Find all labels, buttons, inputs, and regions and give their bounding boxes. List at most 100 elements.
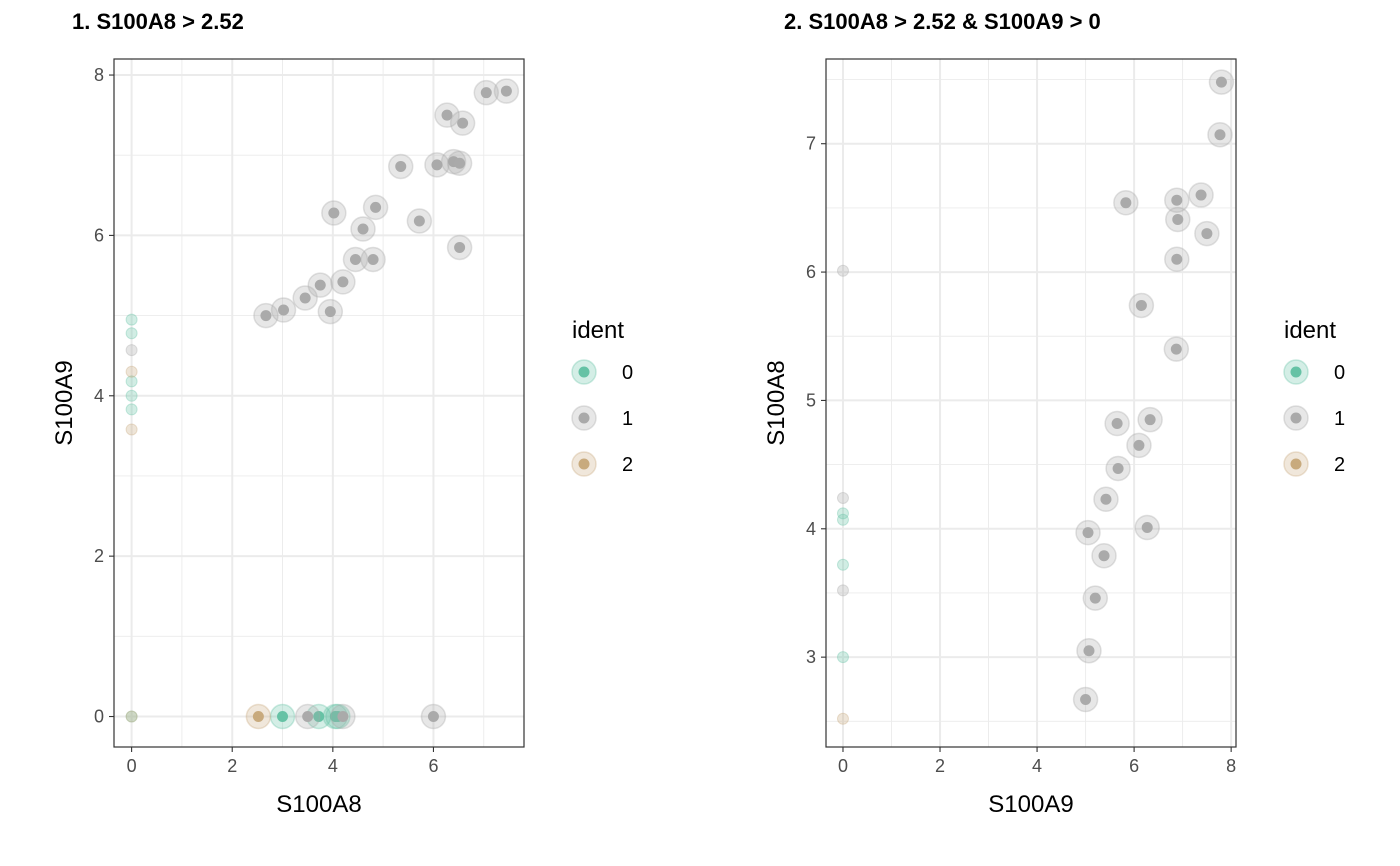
data-point-ident-0	[836, 651, 849, 664]
data-point-ident-1	[1208, 69, 1235, 95]
point-dot	[349, 253, 361, 265]
data-point-ident-1	[1072, 686, 1099, 713]
data-point-ident-2	[836, 712, 849, 725]
x-tick-label: 2	[935, 756, 945, 776]
legend-label: 1	[1334, 408, 1345, 430]
panel-2-legend-title: ident	[1284, 317, 1336, 344]
y-tick-label: 8	[94, 65, 104, 85]
panel-2-legend: ident 0 1 2	[1283, 317, 1345, 477]
panel-1-x-axis-title: S100A8	[276, 791, 361, 818]
point-dot	[125, 344, 138, 357]
panel-2-major-grid	[826, 59, 1236, 747]
point-dot	[370, 201, 382, 213]
data-point-ident-1	[360, 246, 386, 273]
point-dot	[125, 710, 138, 723]
data-point-ident-1	[125, 344, 138, 357]
data-point-ident-1	[836, 491, 849, 504]
legend-label: 0	[1334, 362, 1345, 384]
data-point-ident-0	[269, 703, 296, 730]
legend-key-dot	[1290, 412, 1302, 424]
y-tick-label: 0	[94, 707, 104, 727]
point-dot	[252, 711, 264, 723]
x-tick-label: 4	[1032, 756, 1042, 776]
y-tick-label: 6	[806, 262, 816, 282]
data-point-ident-1	[1082, 585, 1109, 611]
data-point-ident-1	[292, 285, 318, 311]
data-point-ident-1	[836, 584, 849, 597]
point-dot	[500, 85, 512, 97]
data-point-ident-1	[362, 194, 389, 221]
data-point-ident-1	[1207, 121, 1233, 148]
x-tick-label: 0	[127, 756, 137, 776]
x-tick-label: 6	[1129, 756, 1139, 776]
y-tick-label: 6	[94, 225, 104, 245]
point-dot	[1172, 213, 1184, 225]
data-point-ident-1	[1104, 410, 1130, 437]
data-point-ident-1	[449, 110, 476, 136]
data-point-ident-1	[1194, 220, 1220, 247]
y-tick-label: 5	[806, 390, 816, 410]
panel-2-x-ticks: 0 2 4 6 8	[838, 747, 1236, 776]
point-dot	[1195, 189, 1207, 201]
legend-label: 0	[622, 362, 633, 384]
data-point-ident-0	[125, 389, 138, 402]
point-dot	[836, 513, 849, 526]
legend-key-dot	[1290, 458, 1302, 470]
point-dot	[1112, 462, 1124, 474]
point-dot	[441, 109, 453, 121]
data-point-ident-1	[420, 703, 447, 730]
data-point-ident-1	[1093, 486, 1119, 513]
y-tick-label: 4	[94, 386, 104, 406]
panel-2-points	[836, 69, 1235, 725]
point-dot	[1170, 343, 1182, 355]
data-point-ident-1	[317, 298, 344, 325]
point-dot	[324, 306, 336, 318]
point-dot	[1171, 253, 1183, 265]
data-point-ident-1	[1165, 206, 1191, 233]
data-point-ident-1	[1164, 187, 1190, 213]
point-dot	[836, 507, 849, 520]
data-point-ident-0	[125, 375, 138, 388]
legend-label: 2	[1334, 454, 1345, 476]
legend-item-2: 2	[571, 451, 633, 477]
point-dot	[836, 264, 849, 277]
data-point-ident-1	[330, 269, 356, 295]
point-dot	[836, 584, 849, 597]
point-dot	[1111, 418, 1123, 430]
point-dot	[480, 87, 492, 99]
point-dot	[836, 491, 849, 504]
data-point-ident-1	[270, 297, 297, 323]
legend-key-dot	[1290, 366, 1302, 378]
point-dot	[299, 292, 311, 304]
data-point-ident-1	[330, 703, 356, 730]
legend-label: 2	[622, 454, 633, 476]
data-point-ident-1	[1126, 432, 1152, 459]
data-point-ident-1	[1163, 336, 1190, 362]
data-point-ident-1	[321, 200, 347, 226]
y-tick-label: 2	[94, 546, 104, 566]
legend-label: 1	[622, 408, 633, 430]
data-point-ident-1	[1164, 246, 1190, 272]
point-dot	[1080, 694, 1092, 706]
panel-2-title: 2. S100A8 > 2.52 & S100A9 > 0	[784, 9, 1101, 34]
panel-2-plot-background	[826, 59, 1236, 747]
data-point-ident-1	[446, 150, 473, 176]
legend-item-0: 0	[571, 359, 633, 385]
legend-item-1: 1	[571, 405, 633, 431]
point-dot	[1133, 439, 1145, 451]
point-dot	[313, 711, 325, 723]
point-dot	[125, 423, 138, 436]
point-dot	[260, 310, 272, 322]
point-dot	[125, 389, 138, 402]
data-point-ident-1	[1134, 514, 1160, 541]
data-point-ident-1	[493, 78, 520, 104]
point-dot	[125, 403, 138, 416]
point-dot	[278, 304, 290, 316]
point-dot	[1144, 414, 1156, 426]
point-dot	[395, 160, 407, 172]
panel-1-title: 1. S100A8 > 2.52	[72, 9, 244, 34]
data-point-ident-0	[836, 558, 849, 571]
data-point-ident-1	[1113, 190, 1139, 216]
point-dot	[1214, 129, 1226, 141]
